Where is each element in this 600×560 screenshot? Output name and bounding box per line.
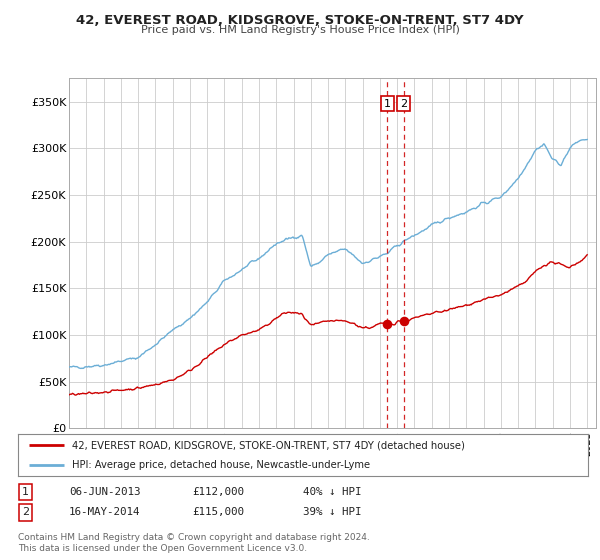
- Text: This data is licensed under the Open Government Licence v3.0.: This data is licensed under the Open Gov…: [18, 544, 307, 553]
- Point: [399, 316, 409, 325]
- Text: Contains HM Land Registry data © Crown copyright and database right 2024.: Contains HM Land Registry data © Crown c…: [18, 533, 370, 542]
- Text: 39% ↓ HPI: 39% ↓ HPI: [303, 507, 361, 517]
- Text: 06-JUN-2013: 06-JUN-2013: [69, 487, 140, 497]
- Text: 2: 2: [400, 99, 407, 109]
- Point: [383, 319, 392, 328]
- Text: Price paid vs. HM Land Registry's House Price Index (HPI): Price paid vs. HM Land Registry's House …: [140, 25, 460, 35]
- Text: 42, EVEREST ROAD, KIDSGROVE, STOKE-ON-TRENT, ST7 4DY (detached house): 42, EVEREST ROAD, KIDSGROVE, STOKE-ON-TR…: [72, 440, 465, 450]
- Text: £112,000: £112,000: [192, 487, 244, 497]
- Text: 1: 1: [22, 487, 29, 497]
- Text: HPI: Average price, detached house, Newcastle-under-Lyme: HPI: Average price, detached house, Newc…: [72, 460, 370, 470]
- Text: 42, EVEREST ROAD, KIDSGROVE, STOKE-ON-TRENT, ST7 4DY: 42, EVEREST ROAD, KIDSGROVE, STOKE-ON-TR…: [76, 14, 524, 27]
- Text: 2: 2: [22, 507, 29, 517]
- Text: £115,000: £115,000: [192, 507, 244, 517]
- Text: 16-MAY-2014: 16-MAY-2014: [69, 507, 140, 517]
- Text: 40% ↓ HPI: 40% ↓ HPI: [303, 487, 361, 497]
- Text: 1: 1: [384, 99, 391, 109]
